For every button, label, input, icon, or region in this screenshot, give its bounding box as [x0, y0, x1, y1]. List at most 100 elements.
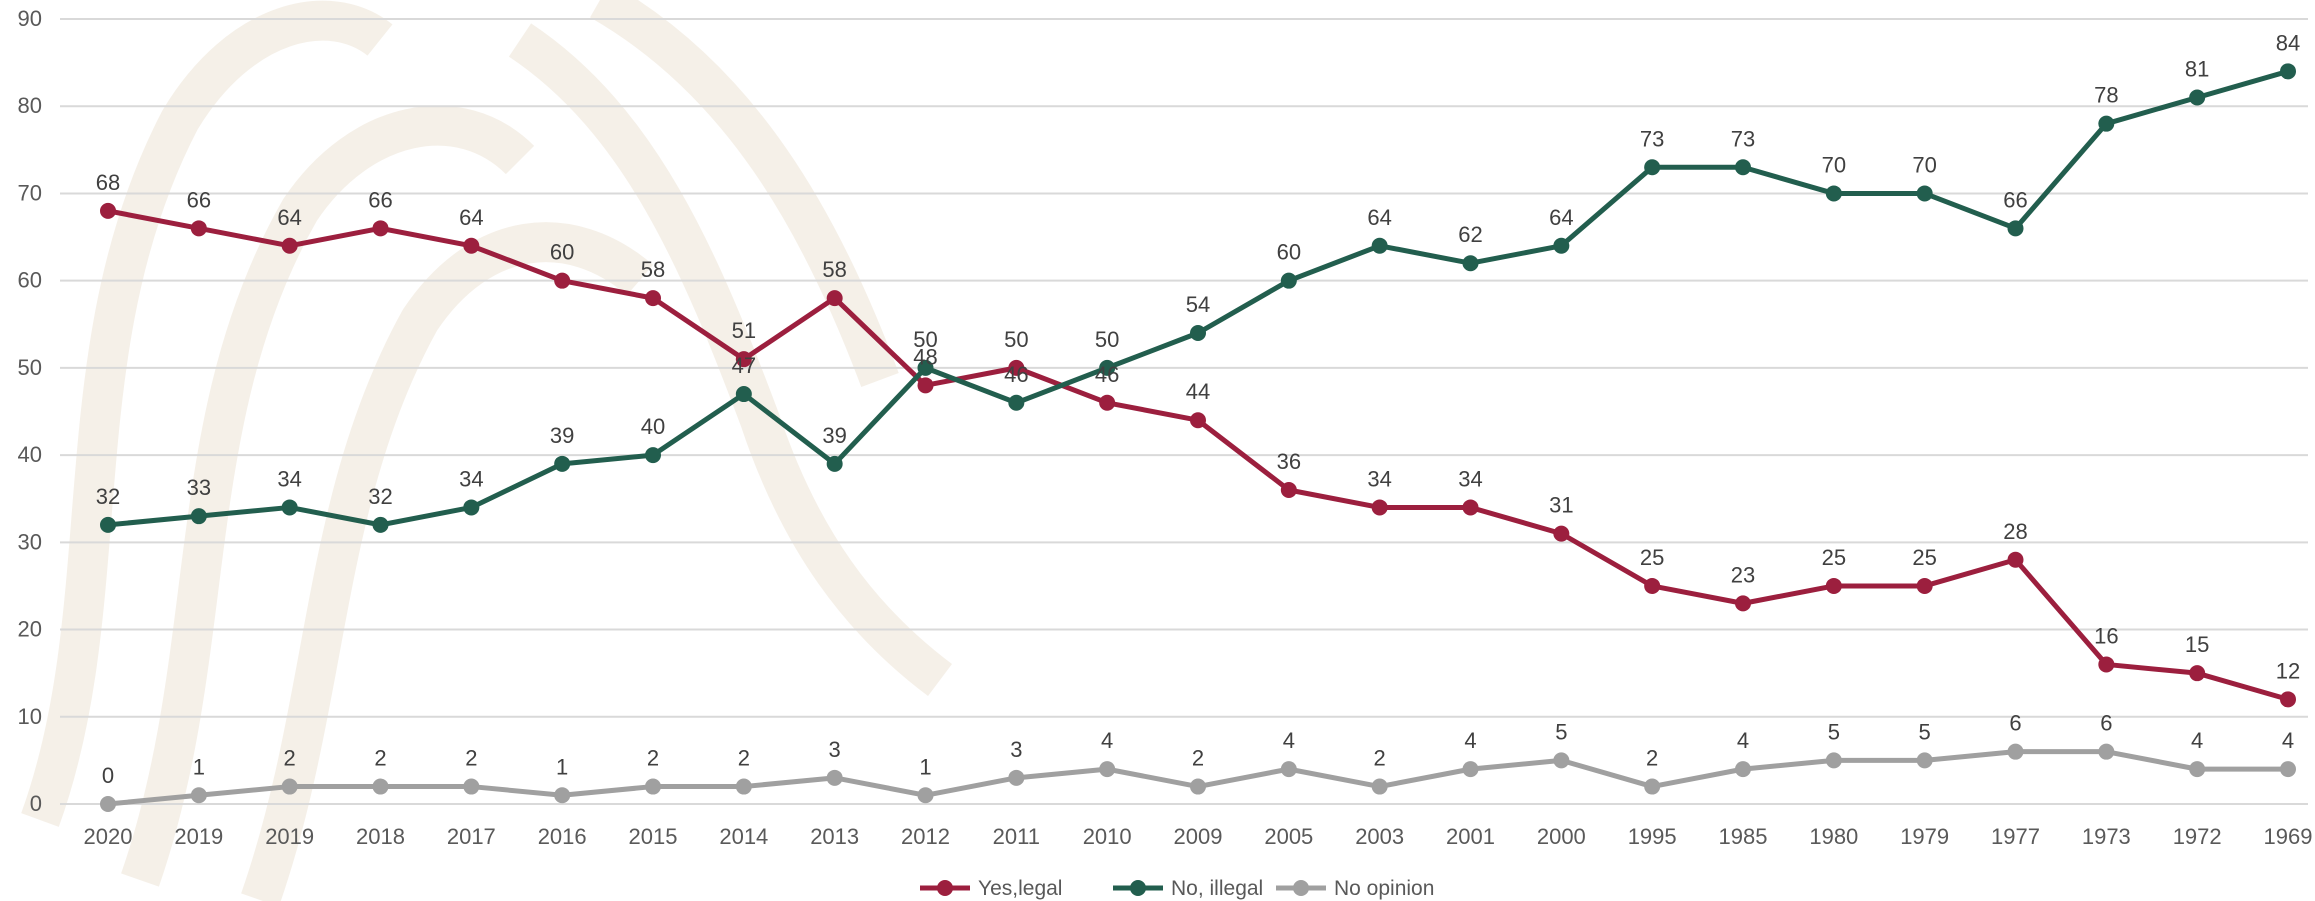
data-label: 34 [1367, 466, 1391, 491]
data-point [463, 499, 480, 516]
data-point [1099, 359, 1116, 376]
data-label: 28 [2003, 519, 2027, 544]
data-label: 25 [1640, 545, 1664, 570]
data-point [1825, 577, 1842, 594]
data-label: 51 [732, 318, 756, 343]
y-tick-label: 80 [18, 93, 42, 118]
data-point [2280, 761, 2296, 778]
data-point [1008, 769, 1025, 786]
data-label: 23 [1731, 562, 1755, 587]
data-label: 46 [1095, 362, 1119, 387]
data-point [1916, 185, 1933, 202]
data-point [917, 377, 934, 394]
y-tick-label: 40 [18, 442, 42, 467]
legend-label: No opinion [1334, 877, 1434, 900]
x-tick-label: 2016 [538, 824, 587, 849]
data-point [735, 351, 752, 368]
x-tick-label: 1972 [2173, 824, 2222, 849]
x-tick-label: 1973 [2082, 824, 2131, 849]
data-label: 64 [1367, 205, 1391, 230]
legend: Yes,legal No, illegal No opinion [920, 877, 1434, 900]
data-point [1190, 325, 1206, 341]
data-label: 70 [1822, 152, 1846, 177]
x-tick-label: 2012 [901, 824, 950, 849]
data-point [1462, 255, 1479, 272]
x-tick-label: 2014 [719, 824, 768, 849]
data-point [1462, 761, 1479, 778]
data-label: 2 [284, 746, 296, 771]
data-point [826, 290, 843, 307]
data-point [2189, 665, 2206, 682]
data-point [1280, 482, 1297, 498]
data-point [1371, 778, 1388, 795]
x-tick-label: 2015 [629, 824, 678, 849]
data-point [554, 787, 571, 804]
y-tick-label: 70 [18, 180, 42, 205]
x-tick-label: 2018 [356, 824, 405, 849]
data-point [2098, 115, 2115, 132]
data-label: 4 [1464, 728, 1476, 753]
data-point [645, 290, 661, 307]
data-label: 54 [1186, 292, 1210, 317]
data-label: 16 [2094, 623, 2118, 648]
data-point [281, 499, 298, 516]
data-label: 34 [277, 466, 301, 491]
data-label: 73 [1731, 126, 1755, 151]
data-label: 50 [1095, 327, 1119, 352]
data-point [1916, 752, 1933, 769]
x-tick-label: 2003 [1355, 824, 1404, 849]
legend-label: Yes,legal [978, 877, 1062, 900]
data-point [1553, 237, 1570, 254]
data-point [372, 220, 389, 237]
background-watermark [21, 0, 953, 901]
data-label: 6 [2009, 711, 2021, 736]
data-point [735, 778, 752, 795]
y-tick-label: 0 [30, 791, 42, 816]
data-point [190, 787, 207, 804]
data-point [2280, 63, 2296, 80]
x-tick-label: 2011 [993, 824, 1040, 849]
data-label: 25 [1912, 545, 1936, 570]
data-label: 44 [1186, 379, 1210, 404]
data-label: 2 [374, 746, 386, 771]
data-label: 58 [822, 257, 846, 282]
data-point [826, 455, 843, 472]
data-label: 68 [96, 170, 120, 195]
data-label: 46 [1004, 362, 1028, 387]
data-label: 34 [1458, 466, 1482, 491]
data-label: 1 [556, 754, 568, 779]
data-point [1190, 778, 1206, 795]
data-point [281, 778, 298, 795]
data-label: 2 [1646, 746, 1658, 771]
data-label: 66 [2003, 187, 2027, 212]
data-label: 5 [1919, 719, 1931, 744]
x-tick-label: 1980 [1809, 824, 1858, 849]
data-point [100, 516, 116, 533]
x-tick-label: 1969 [2264, 824, 2313, 849]
data-label: 4 [1101, 728, 1113, 753]
data-point [1280, 761, 1297, 778]
data-label: 62 [1458, 222, 1482, 247]
data-label: 64 [459, 205, 483, 230]
gridlines [60, 18, 2308, 805]
data-point [1462, 499, 1479, 516]
data-label: 32 [96, 484, 120, 509]
data-point [190, 220, 207, 237]
data-point [917, 359, 934, 376]
data-point [554, 455, 571, 472]
data-point [1371, 499, 1388, 516]
y-tick-label: 60 [18, 268, 42, 293]
data-point [463, 778, 480, 795]
data-label: 36 [1277, 449, 1301, 474]
data-label: 47 [732, 353, 756, 378]
data-point [1644, 778, 1661, 795]
data-label: 25 [1822, 545, 1846, 570]
data-label: 31 [1549, 493, 1573, 518]
data-label: 12 [2276, 658, 2300, 683]
data-point [372, 516, 389, 533]
data-label: 39 [550, 423, 574, 448]
data-label: 50 [913, 327, 937, 352]
series-lines [100, 63, 2296, 812]
